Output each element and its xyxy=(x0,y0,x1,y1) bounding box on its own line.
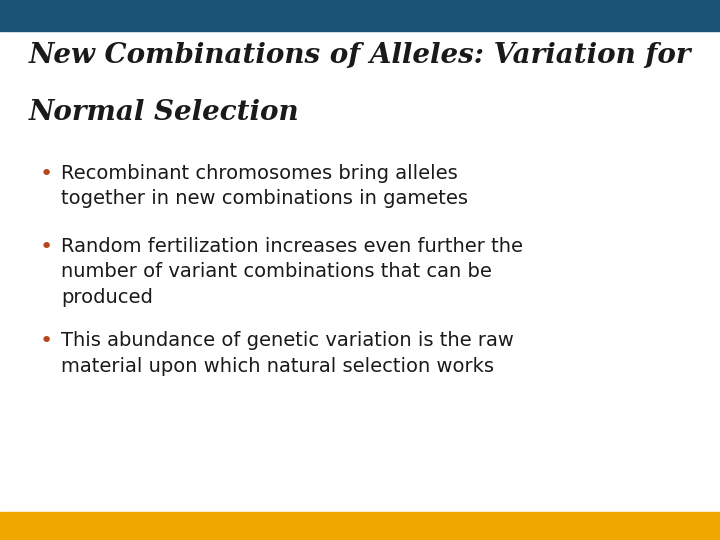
Text: •: • xyxy=(40,237,53,256)
Text: This abundance of genetic variation is the raw
material upon which natural selec: This abundance of genetic variation is t… xyxy=(61,331,514,376)
Bar xyxy=(0,0,720,31)
Text: Recombinant chromosomes bring alleles
together in new combinations in gametes: Recombinant chromosomes bring alleles to… xyxy=(61,164,468,208)
Bar xyxy=(0,512,720,540)
Text: Random fertilization increases even further the
number of variant combinations t: Random fertilization increases even furt… xyxy=(61,237,523,307)
Text: © 2011 Pearson Education, Inc.: © 2011 Pearson Education, Inc. xyxy=(14,521,180,531)
Text: •: • xyxy=(40,331,53,351)
Text: •: • xyxy=(40,164,53,184)
Text: Normal Selection: Normal Selection xyxy=(29,99,300,126)
Text: New Combinations of Alleles: Variation for: New Combinations of Alleles: Variation f… xyxy=(29,42,691,69)
